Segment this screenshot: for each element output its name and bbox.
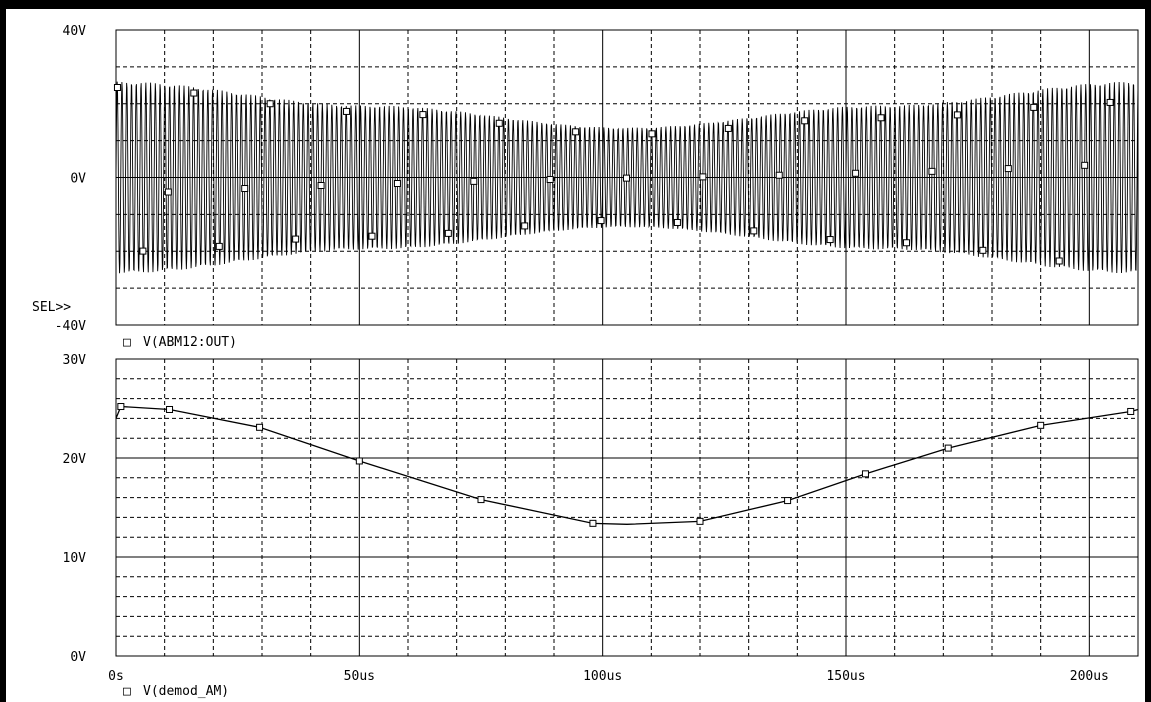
series-marker [826,236,834,244]
series-marker [673,218,681,226]
series-marker [241,185,249,193]
legend-top-symbol: □ [123,335,131,350]
series-marker [801,117,809,125]
x-tick-label: 150us [826,669,865,684]
series-marker [572,128,580,136]
series-marker [190,89,198,97]
x-tick-label: 200us [1070,669,1109,684]
series-marker [292,235,300,243]
data-point [166,405,174,413]
top-plot: 40V 0V -40V [55,24,1139,334]
legend-bottom-symbol: □ [123,684,131,699]
series-marker [1004,165,1012,173]
y-tick-label: 30V [63,353,87,368]
data-point [861,470,869,478]
series-marker [979,246,987,254]
x-tick-label: 100us [583,669,622,684]
y-tick-label: 20V [63,452,87,467]
data-point [944,444,952,452]
series-marker [648,130,656,138]
series-line-demod-am [115,405,1139,525]
series-marker [724,124,732,132]
series-marker [215,242,223,250]
series-marker [368,232,376,240]
series-marker [902,239,910,247]
series-marker [343,107,351,115]
series-marker [953,111,961,119]
data-point [117,403,125,411]
series-marker [623,174,631,182]
bottom-plot: 30V 20V 10V 0V 0s 50us 100us 150us 200us [63,353,1139,684]
series-marker [877,114,885,122]
series-marker [444,229,452,237]
series-marker [266,100,274,108]
data-point [696,517,704,525]
y-tick-label: -40V [55,319,86,334]
series-marker [1030,103,1038,111]
sel-marker: SEL>> [32,300,71,315]
series-marker [419,111,427,119]
series-marker [164,188,172,196]
series-marker [928,167,936,175]
legend-bottom-label[interactable]: V(demod_AM) [143,684,229,699]
data-point [256,423,264,431]
series-marker [113,84,121,92]
series-marker [521,222,529,230]
plot-border [115,358,1139,657]
y-tick-label: 40V [63,24,87,39]
y-tick-label: 0V [70,172,86,187]
series-marker [1055,257,1063,265]
series-marker [495,119,503,127]
series-marker [597,217,605,225]
series-marker [546,175,554,183]
series-marker [699,173,707,181]
data-point [1037,421,1045,429]
data-point [784,497,792,505]
series-marker [775,171,783,179]
x-tick-label: 50us [344,669,375,684]
data-point [589,519,597,527]
series-marker [470,177,478,185]
data-point [1127,407,1135,415]
legend-top-label[interactable]: V(ABM12:OUT) [143,335,237,350]
data-point [477,496,485,504]
x-tick-label: 0s [108,669,124,684]
series-marker [852,169,860,177]
series-marker [750,227,758,235]
data-point [355,457,363,465]
series-marker [139,247,147,255]
series-marker [317,181,325,189]
series-marker [1081,161,1089,169]
series-line-abm12-out [115,81,1139,274]
y-tick-label: 10V [63,551,87,566]
series-marker [393,180,401,188]
series-marker [1106,98,1114,106]
y-tick-label: 0V [70,650,86,665]
